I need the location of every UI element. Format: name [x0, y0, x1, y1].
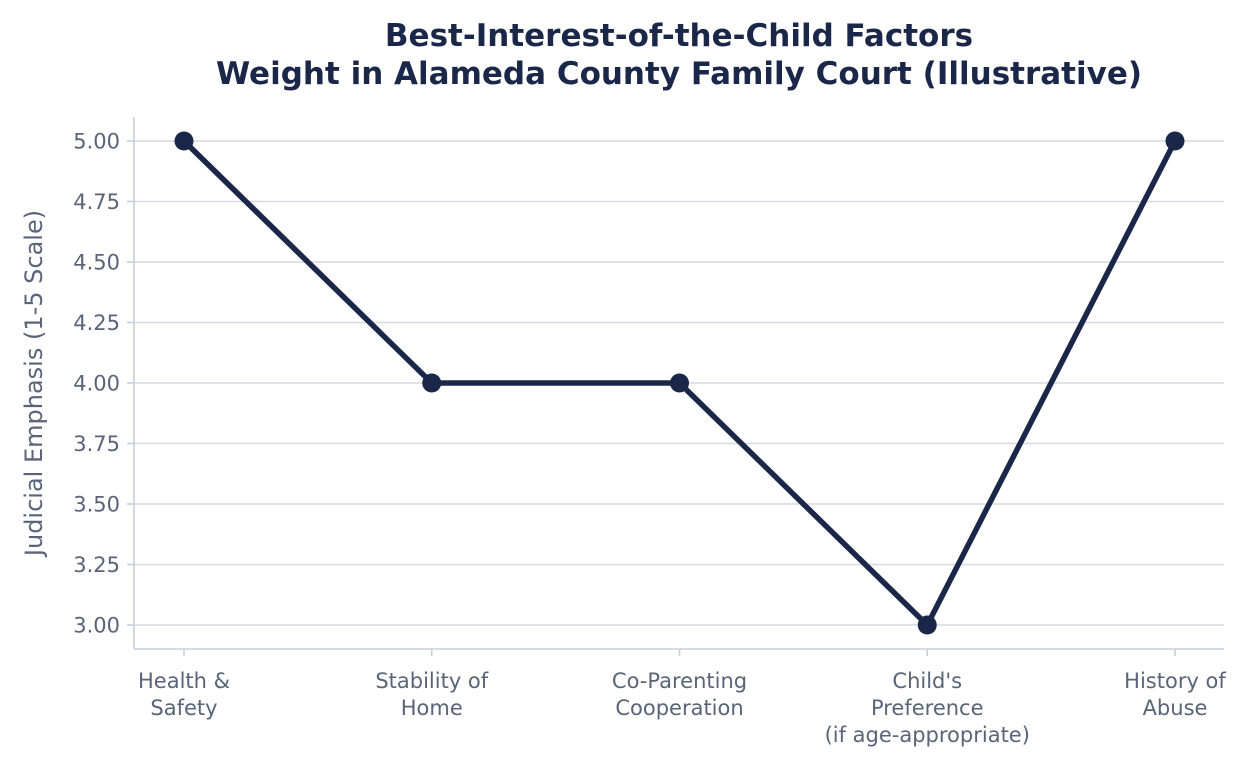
- y-tick-label: 3.25: [73, 553, 120, 577]
- chart-title-line-1: Best-Interest-of-the-Child Factors: [385, 18, 973, 54]
- x-tick-label: Health & Safety: [138, 669, 230, 720]
- data-point: [670, 373, 689, 393]
- data-point: [1165, 131, 1185, 151]
- x-tick-label-line: Preference: [871, 696, 984, 720]
- x-tick-label: History of Abuse: [1124, 669, 1226, 720]
- x-tick-label-line: Cooperation: [615, 696, 743, 720]
- data-point: [174, 131, 194, 151]
- x-tick-label: Stability of Home: [375, 669, 488, 720]
- x-tick-label-line: Stability of: [375, 669, 488, 693]
- x-ticks: Health & Safety Stability of Home Co-Parenti…: [138, 649, 1226, 747]
- x-tick-label: Child's Preference (if age-appropriate): [825, 669, 1030, 747]
- data-point: [917, 615, 937, 635]
- x-tick-label-line: History of: [1124, 669, 1226, 693]
- x-tick-label-line: Co-Parenting: [612, 669, 747, 693]
- series-emphasis: [174, 131, 1185, 635]
- y-tick-label: 3.75: [73, 432, 120, 456]
- y-ticks: 3.00 3.25 3.50 3.75 4.00 4.25 4.50 4.75 5.00: [73, 130, 134, 638]
- x-tick-label-line: Health &: [138, 669, 230, 693]
- x-tick-label-line: (if age-appropriate): [825, 723, 1030, 747]
- y-tick-label: 5.00: [73, 130, 120, 154]
- x-tick-label-line: Safety: [150, 696, 217, 720]
- y-tick-label: 4.75: [73, 190, 120, 214]
- chart-title-line-2: Weight in Alameda County Family Court (I…: [216, 56, 1142, 92]
- y-tick-label: 4.25: [73, 311, 120, 335]
- x-tick-label-line: Child's: [892, 669, 962, 693]
- y-tick-label: 3.00: [73, 614, 120, 638]
- x-tick-label-line: Abuse: [1143, 696, 1208, 720]
- y-tick-label: 4.00: [73, 372, 120, 396]
- y-axis-label: Judicial Emphasis (1-5 Scale): [20, 210, 48, 558]
- x-tick-label: Co-Parenting Cooperation: [612, 669, 747, 720]
- x-tick-label-line: Home: [401, 696, 463, 720]
- y-tick-label: 3.50: [73, 493, 120, 517]
- data-point: [422, 373, 442, 393]
- y-tick-label: 4.50: [73, 251, 120, 275]
